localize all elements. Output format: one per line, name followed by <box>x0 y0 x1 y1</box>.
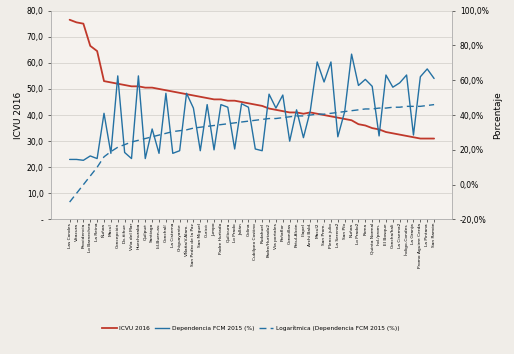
Y-axis label: ICVU 2016: ICVU 2016 <box>13 91 23 139</box>
Legend: ICVU 2016, Dependencia FCM 2015 (%), Logarítmica (Dependencia FCM 2015 (%)) : ICVU 2016, Dependencia FCM 2015 (%), Log… <box>100 323 403 333</box>
Y-axis label: Porcentaje: Porcentaje <box>493 91 502 139</box>
